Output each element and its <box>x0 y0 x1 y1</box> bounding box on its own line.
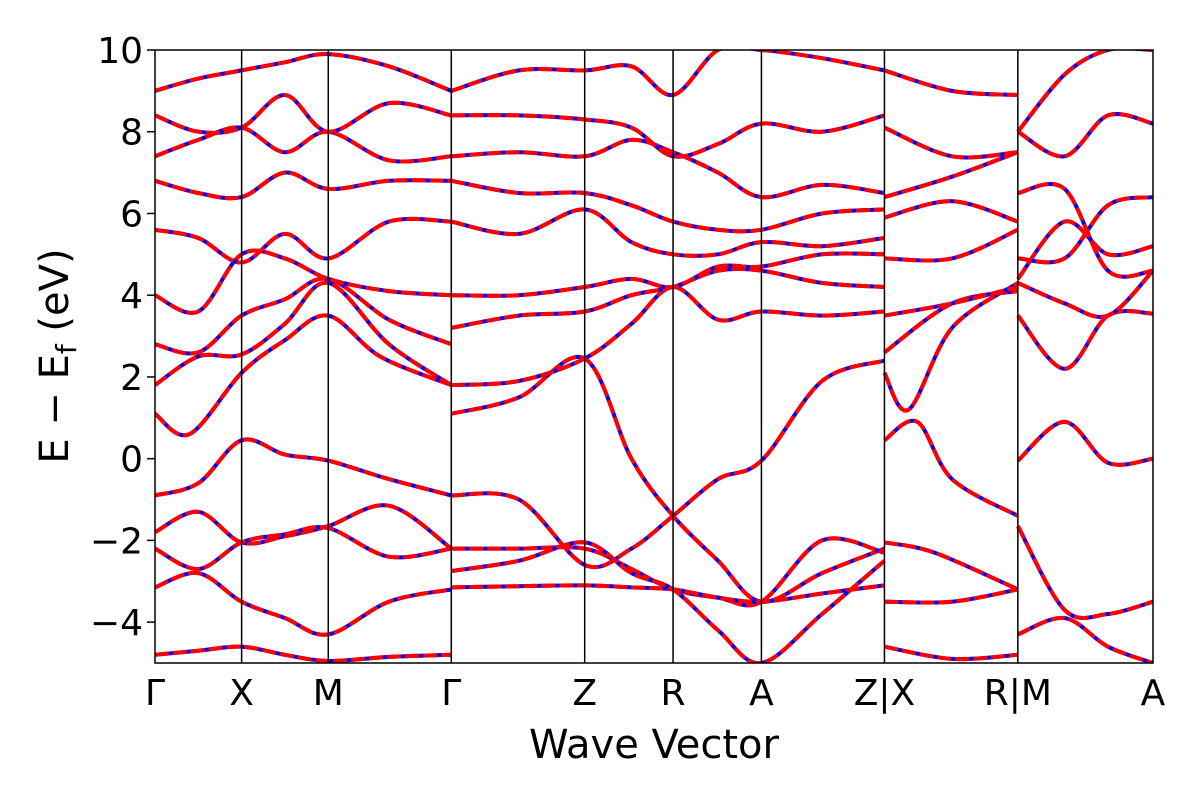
band-line-7 <box>155 276 453 356</box>
y-tick-label-2: 0 <box>120 440 143 481</box>
band-line-dashed-37 <box>883 125 1019 160</box>
band-line-40 <box>1016 525 1153 620</box>
band-line-dashed-46 <box>1017 182 1153 279</box>
band-line-35 <box>883 199 1019 224</box>
band-line-dashed-12 <box>155 93 452 135</box>
band-line-dashed-39 <box>1016 419 1153 467</box>
band-line-dashed-38 <box>883 68 1019 97</box>
x-axis-ticks: Γ X M Γ Z R A Z|X R|M A <box>145 673 1166 714</box>
band-line-dashed-18 <box>451 540 886 663</box>
band-line-dashed-34 <box>884 227 1019 263</box>
x-tick-label-2: M <box>313 673 344 714</box>
band-line-dashed-8 <box>155 248 452 315</box>
y-tick-label-5: 6 <box>120 194 143 235</box>
band-line-3 <box>155 570 452 637</box>
band-line-dashed-42 <box>1016 309 1153 371</box>
band-line-39 <box>1016 419 1153 467</box>
x-tick-label-0: Γ <box>145 673 165 714</box>
x-tick-label-5: R <box>661 673 686 714</box>
band-line-15 <box>450 354 886 604</box>
y-tick-label-6: 8 <box>120 113 143 154</box>
band-line-dashed-13 <box>155 52 453 93</box>
band-line-12 <box>155 93 452 135</box>
y-axis-title-unit: (eV) <box>32 248 78 344</box>
band-line-0 <box>155 437 452 498</box>
band-line-dashed-23 <box>450 178 885 234</box>
band-line-27 <box>883 418 1019 518</box>
band-line-dashed-1 <box>155 503 453 551</box>
x-axis-title: Wave Vector <box>529 722 780 768</box>
band-line-dashed-32 <box>883 289 1019 355</box>
y-axis-title: E − Ef (eV) <box>32 248 83 463</box>
band-line-9 <box>155 216 452 265</box>
band-line-dashed-47 <box>1016 112 1153 159</box>
band-line-dashed-2 <box>155 525 452 571</box>
band-line-dashed-41 <box>1017 615 1153 663</box>
band-line-dashed-40 <box>1016 525 1153 620</box>
y-axis-ticks: −4 −2 0 2 4 6 8 10 <box>90 31 155 644</box>
band-line-dashed-48 <box>1016 50 1153 133</box>
y-tick-label-4: 4 <box>120 276 143 317</box>
band-line-dashed-28 <box>882 281 1020 413</box>
band-line-dashed-22 <box>450 207 885 258</box>
band-line-dashed-19 <box>451 285 885 388</box>
y-tick-label-0: −4 <box>90 603 143 644</box>
band-line-dashed-29 <box>884 540 1019 592</box>
y-tick-label-7: 10 <box>97 31 143 72</box>
y-tick-label-3: 2 <box>120 358 143 399</box>
y-tick-label-1: −2 <box>90 521 143 562</box>
band-line-dashed-44 <box>1016 219 1153 281</box>
high-symmetry-lines <box>240 50 1019 663</box>
band-line-dashed-25 <box>451 113 885 159</box>
band-line-36 <box>883 150 1019 200</box>
x-tick-label-3: Γ <box>441 673 461 714</box>
band-line-20 <box>450 266 885 330</box>
band-line-dashed-20 <box>450 266 885 330</box>
band-line-dashed-4 <box>155 644 452 663</box>
band-line-dashed-35 <box>883 199 1019 224</box>
band-line-dashed-31 <box>884 644 1019 662</box>
band-line-14 <box>451 358 886 569</box>
x-tick-label-7: Z|X <box>854 673 915 714</box>
band-line-dashed-10 <box>155 170 452 201</box>
band-line-dashed-24 <box>451 137 885 200</box>
x-tick-label-9: A <box>1141 673 1166 714</box>
band-line-dashed-14 <box>451 358 886 569</box>
band-line-19 <box>451 285 885 388</box>
band-line-dashed-7 <box>155 276 453 356</box>
x-tick-label-1: X <box>229 673 254 714</box>
band-line-32 <box>883 289 1019 355</box>
band-line-dashed-16 <box>451 536 885 608</box>
band-line-dashed-43 <box>1017 269 1153 319</box>
band-line-dashed-11 <box>155 125 452 164</box>
band-line-5 <box>155 313 453 438</box>
plot-frame <box>154 49 1154 664</box>
x-tick-label-6: A <box>749 673 774 714</box>
x-tick-label-4: Z <box>572 673 597 714</box>
band-line-23 <box>450 178 885 234</box>
y-axis-title-sub: f <box>50 343 83 354</box>
band-line-dashed-6 <box>155 280 453 387</box>
band-line-42 <box>1016 309 1153 371</box>
band-line-dashed-0 <box>155 437 452 498</box>
band-line-dashed-5 <box>155 313 453 438</box>
x-tick-label-8: R|M <box>984 673 1052 714</box>
band-line-38 <box>883 68 1019 97</box>
band-line-dashed-33 <box>884 285 1019 318</box>
band-line-34 <box>884 227 1019 263</box>
band-line-dashed-26 <box>450 50 885 98</box>
band-line-dashed-3 <box>155 570 452 637</box>
band-line-dashed-9 <box>155 216 452 265</box>
band-line-dashed-15 <box>450 354 886 604</box>
band-line-dashed-36 <box>883 150 1019 200</box>
band-line-dashed-27 <box>883 418 1019 518</box>
band-lines <box>155 50 1153 663</box>
y-axis-title-main: E − E <box>32 354 78 464</box>
band-line-dashed-30 <box>884 587 1019 605</box>
